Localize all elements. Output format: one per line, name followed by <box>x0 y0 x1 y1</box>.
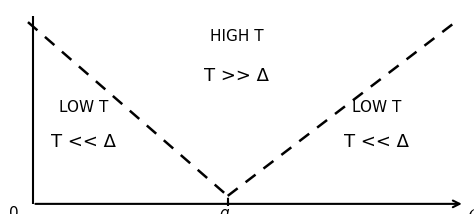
Text: T << Δ: T << Δ <box>344 133 409 151</box>
Text: LOW T: LOW T <box>59 101 109 116</box>
Text: g: g <box>467 205 474 214</box>
Text: $g_c$: $g_c$ <box>219 207 237 214</box>
Text: 0: 0 <box>9 206 19 214</box>
Text: T << Δ: T << Δ <box>51 133 116 151</box>
Text: HIGH T: HIGH T <box>210 29 264 44</box>
Text: T >> Δ: T >> Δ <box>204 67 270 85</box>
Text: LOW T: LOW T <box>352 101 401 116</box>
